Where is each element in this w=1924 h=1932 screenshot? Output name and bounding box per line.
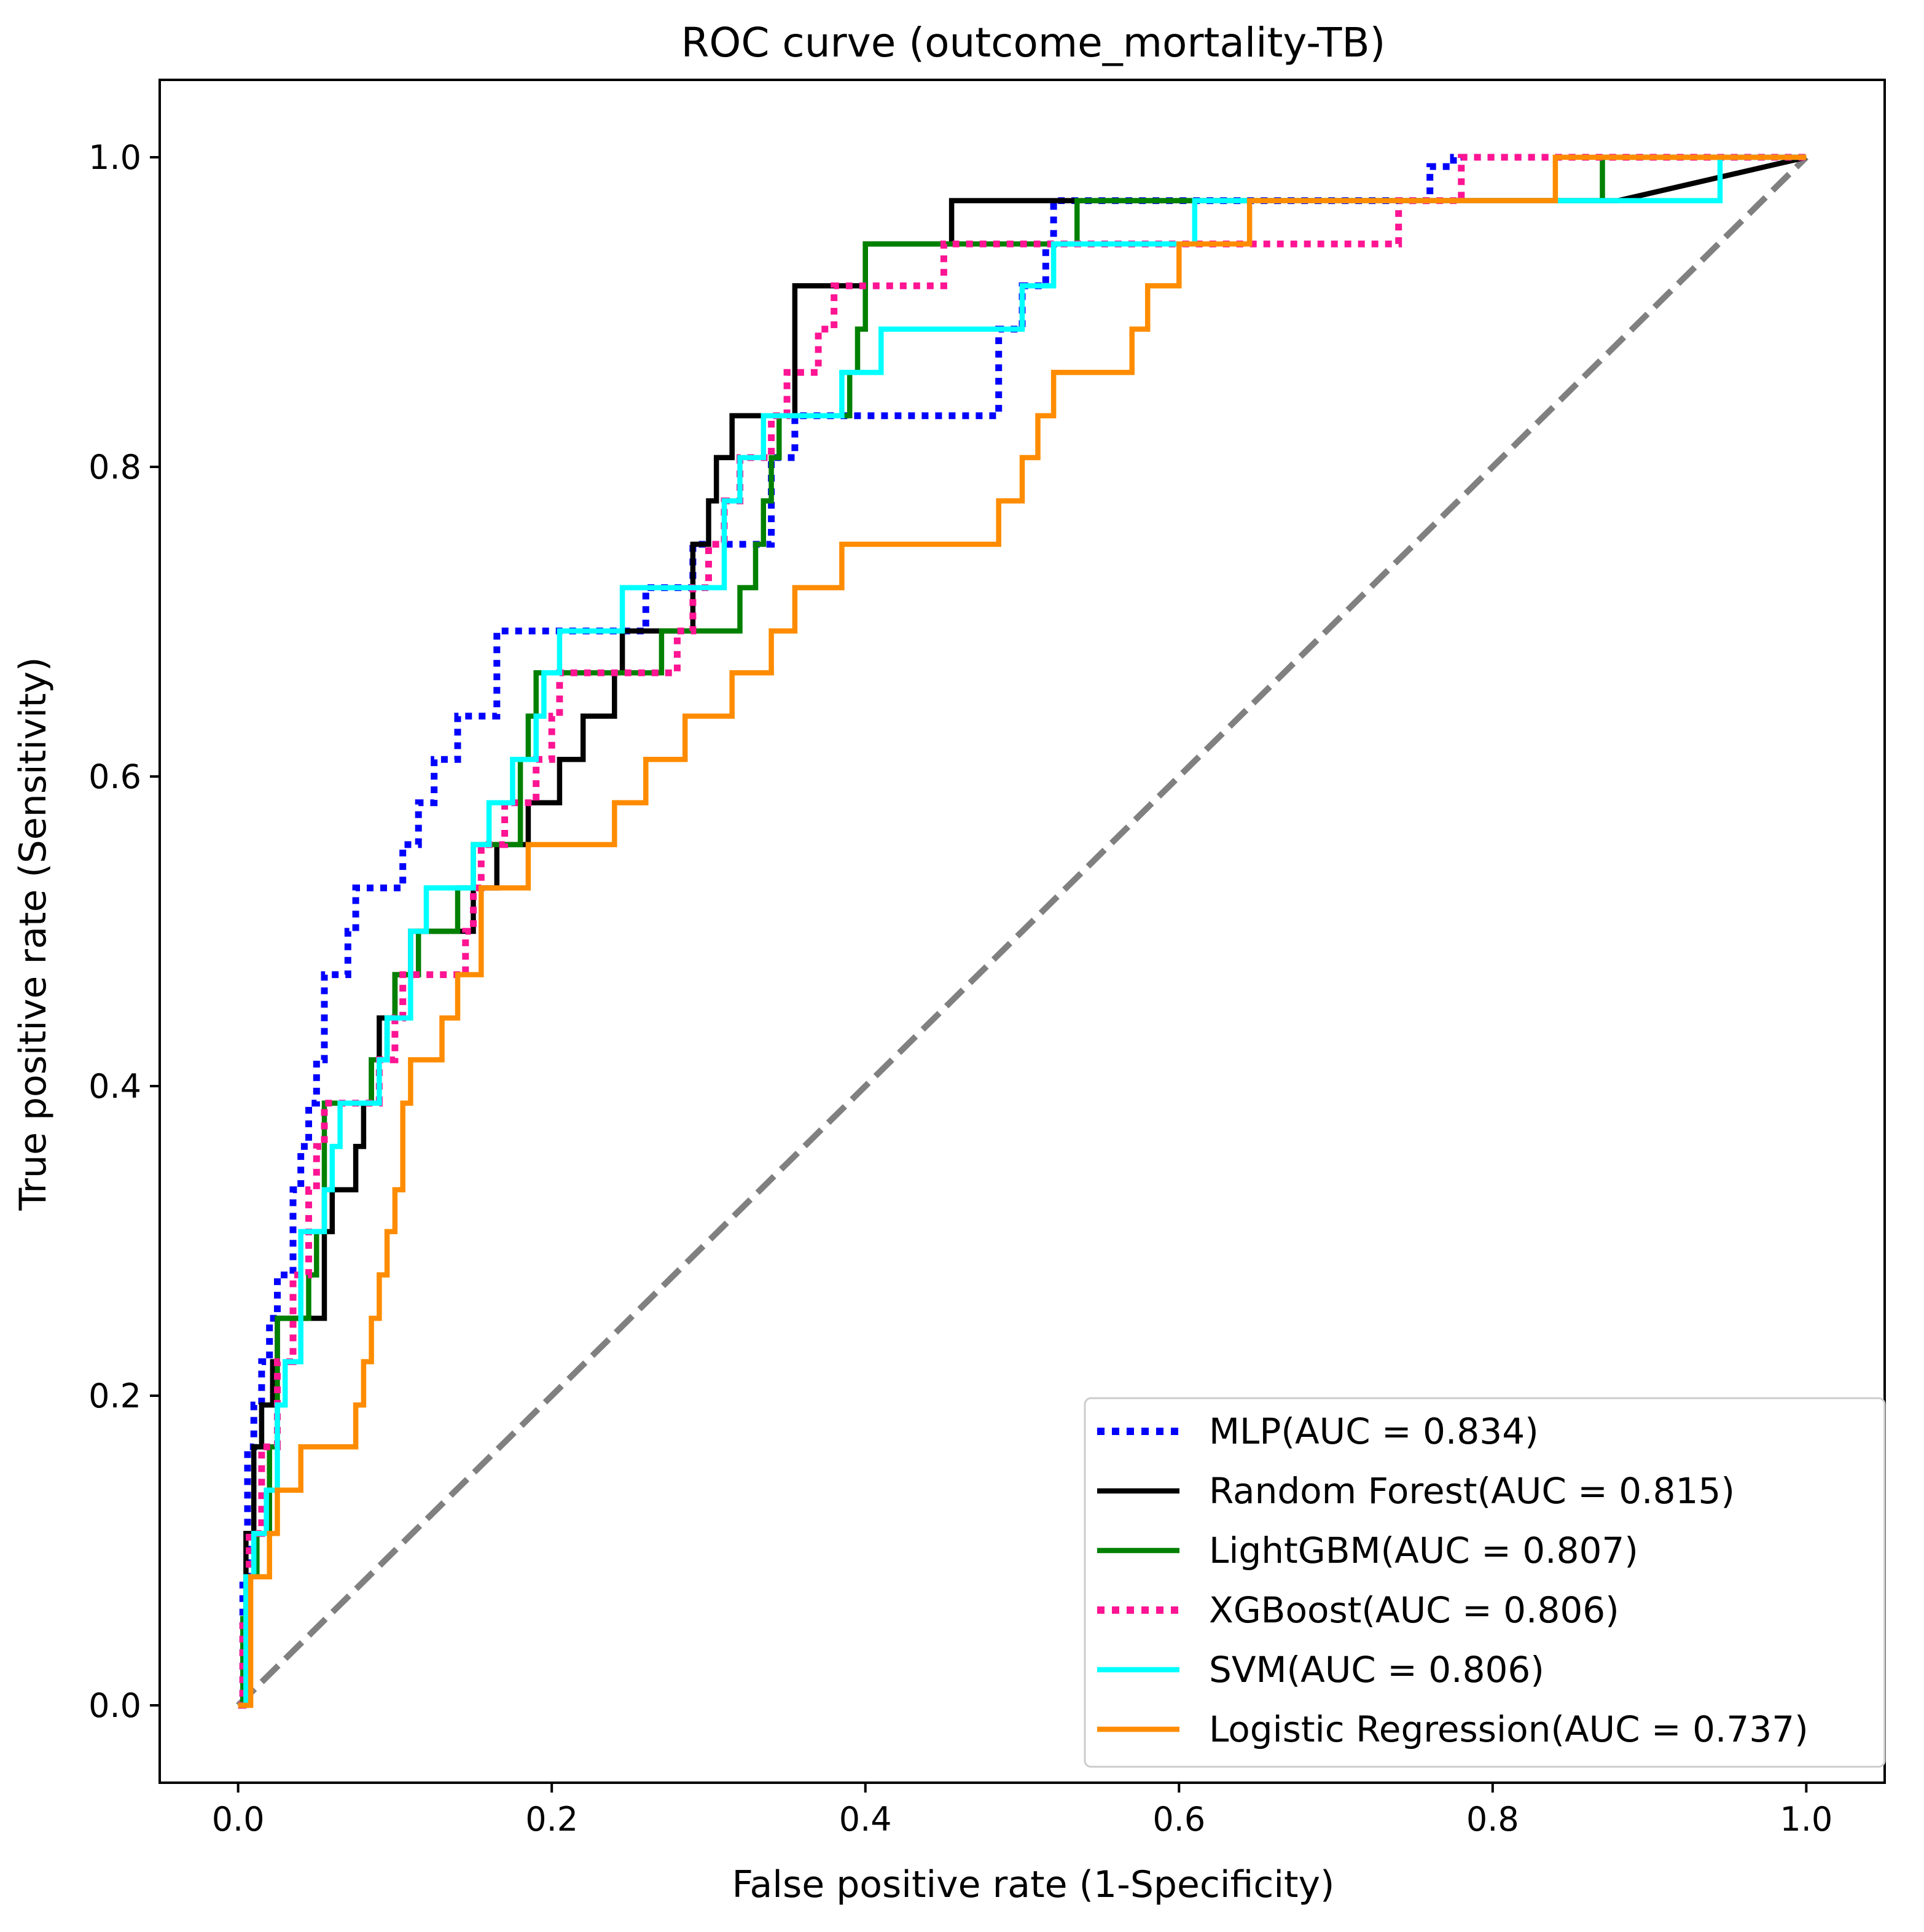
x-tick-label: 0.4 bbox=[839, 1800, 892, 1839]
chance-diagonal-line bbox=[236, 155, 1809, 1708]
legend: MLP(AUC = 0.834) Random Forest(AUC = 0.81… bbox=[1084, 1397, 1886, 1768]
legend-label: Random Forest(AUC = 0.815) bbox=[1209, 1470, 1735, 1512]
legend-label: Logistic Regression(AUC = 0.737) bbox=[1209, 1708, 1809, 1750]
legend-entries: MLP(AUC = 0.834) Random Forest(AUC = 0.81… bbox=[1097, 1410, 1809, 1750]
roc-curve-logistic-regression bbox=[238, 154, 1807, 1708]
y-tick-label: 0.8 bbox=[88, 448, 141, 487]
y-tick-label: 0.4 bbox=[88, 1067, 141, 1106]
legend-label: MLP(AUC = 0.834) bbox=[1209, 1410, 1539, 1452]
y-axis-label: True positive rate (Sensitivity) bbox=[12, 657, 55, 1211]
axes-frame bbox=[158, 79, 1886, 1784]
x-tick-label: 1.0 bbox=[1780, 1800, 1832, 1839]
curves-group bbox=[236, 154, 1809, 1709]
y-tick-label: 0.0 bbox=[88, 1686, 141, 1725]
x-tick-label: 0.6 bbox=[1152, 1800, 1205, 1839]
chart-title: ROC curve (outcome_mortality-TB) bbox=[681, 19, 1386, 66]
y-tick-label: 1.0 bbox=[88, 138, 141, 177]
x-tick-label: 0.0 bbox=[212, 1800, 265, 1839]
y-tick-label: 0.6 bbox=[88, 757, 141, 796]
legend-label: XGBoost(AUC = 0.806) bbox=[1209, 1589, 1619, 1631]
legend-frame bbox=[1084, 1397, 1886, 1768]
axis-ticks: 0.0 0.2 0.4 0.6 0.8 1.0 0.0 0.2 0.4 0.6 0.8 1.0 bbox=[88, 138, 1832, 1839]
x-tick-label: 0.8 bbox=[1466, 1800, 1519, 1839]
x-axis-label: False positive rate (1-Specificity) bbox=[732, 1863, 1335, 1906]
legend-label: LightGBM(AUC = 0.807) bbox=[1209, 1530, 1638, 1571]
x-tick-label: 0.2 bbox=[525, 1800, 578, 1839]
y-tick-label: 0.2 bbox=[88, 1377, 141, 1415]
roc-curve-svm bbox=[238, 154, 1807, 1708]
plot-area bbox=[158, 79, 1886, 1784]
legend-label: SVM(AUC = 0.806) bbox=[1209, 1649, 1544, 1691]
